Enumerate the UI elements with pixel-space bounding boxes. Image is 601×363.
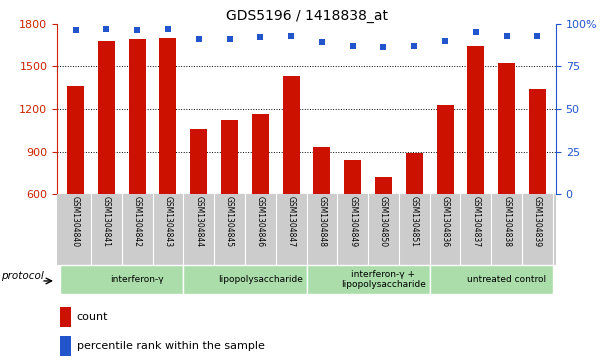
Point: [71, 28, 81, 33]
Text: GSM1304838: GSM1304838: [502, 196, 511, 247]
Text: GSM1304836: GSM1304836: [441, 196, 450, 248]
Bar: [67, 86, 84, 194]
Point: [532, 33, 542, 38]
Text: protocol: protocol: [1, 271, 44, 281]
Point: [317, 40, 327, 45]
Bar: [344, 160, 361, 194]
Bar: [430, 265, 553, 294]
Bar: [60, 336, 70, 356]
Bar: [529, 89, 546, 194]
Text: GSM1304840: GSM1304840: [71, 196, 80, 248]
Bar: [98, 41, 115, 194]
Bar: [60, 265, 183, 294]
Point: [471, 29, 481, 35]
Point: [132, 28, 142, 33]
Bar: [159, 38, 177, 194]
Point: [163, 26, 172, 32]
Point: [286, 33, 296, 38]
Point: [441, 38, 450, 44]
Title: GDS5196 / 1418838_at: GDS5196 / 1418838_at: [225, 9, 388, 23]
Point: [409, 43, 419, 49]
Text: GSM1304846: GSM1304846: [256, 196, 265, 248]
Bar: [375, 177, 392, 194]
Text: GSM1304845: GSM1304845: [225, 196, 234, 248]
Bar: [221, 120, 238, 194]
Text: GSM1304839: GSM1304839: [533, 196, 542, 248]
Text: untreated control: untreated control: [467, 275, 546, 284]
Point: [255, 34, 265, 40]
Text: interferon-γ +
lipopolysaccharide: interferon-γ + lipopolysaccharide: [341, 270, 426, 289]
Point: [348, 43, 358, 49]
Bar: [252, 114, 269, 194]
Text: GSM1304842: GSM1304842: [133, 196, 142, 247]
Point: [379, 45, 388, 50]
Point: [225, 36, 234, 42]
Text: GSM1304841: GSM1304841: [102, 196, 111, 247]
Text: lipopolysaccharide: lipopolysaccharide: [218, 275, 303, 284]
Text: percentile rank within the sample: percentile rank within the sample: [76, 341, 264, 351]
Bar: [468, 46, 484, 194]
Bar: [129, 39, 145, 194]
Bar: [282, 76, 299, 194]
Bar: [191, 129, 207, 194]
Bar: [307, 265, 430, 294]
Bar: [406, 153, 423, 194]
Text: GSM1304850: GSM1304850: [379, 196, 388, 248]
Point: [102, 26, 111, 32]
Text: interferon-γ: interferon-γ: [111, 275, 164, 284]
Bar: [498, 64, 515, 194]
Text: count: count: [76, 312, 108, 322]
Text: GSM1304849: GSM1304849: [348, 196, 357, 248]
Point: [194, 36, 204, 42]
Point: [502, 33, 511, 38]
Bar: [183, 265, 307, 294]
Bar: [314, 147, 331, 194]
Text: GSM1304847: GSM1304847: [287, 196, 296, 248]
Text: GSM1304851: GSM1304851: [410, 196, 419, 247]
Bar: [436, 105, 454, 194]
Text: GSM1304837: GSM1304837: [471, 196, 480, 248]
Text: GSM1304844: GSM1304844: [194, 196, 203, 248]
Text: GSM1304843: GSM1304843: [163, 196, 172, 248]
Bar: [60, 307, 70, 327]
Text: GSM1304848: GSM1304848: [317, 196, 326, 247]
